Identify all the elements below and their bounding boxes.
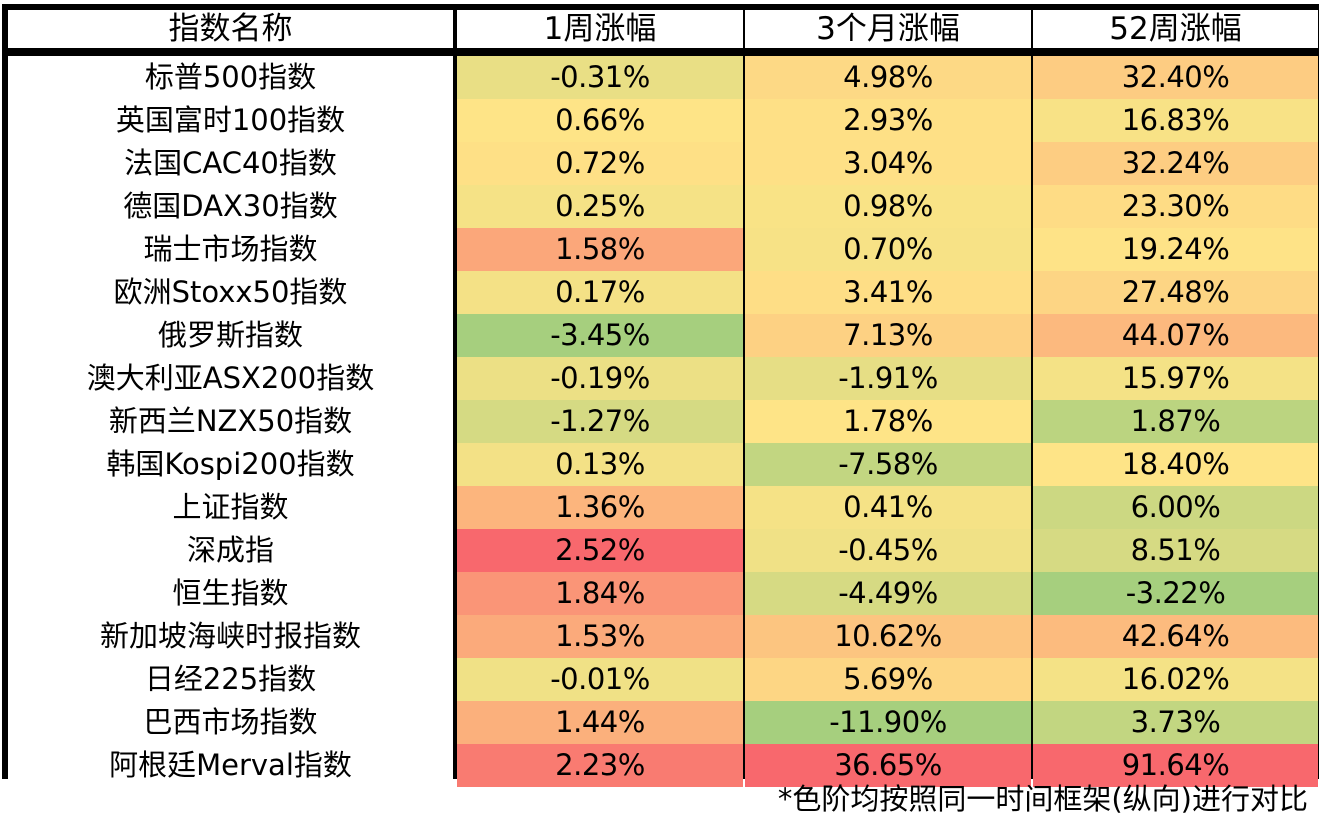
heatmap-cell: 0.25% <box>457 185 743 228</box>
heatmap-cell: 23.30% <box>1033 185 1318 228</box>
heatmap-cell: 6.00% <box>1033 486 1318 529</box>
row-label: 标普500指数 <box>8 56 453 99</box>
row-label: 新加坡海峡时报指数 <box>8 615 453 658</box>
heatmap-cell: 2.23% <box>457 744 743 787</box>
heatmap-cell: -1.27% <box>457 400 743 443</box>
heatmap-cell: 1.84% <box>457 572 743 615</box>
heatmap-cell: 3.41% <box>745 271 1031 314</box>
row-label: 巴西市场指数 <box>8 701 453 744</box>
heatmap-cell: 32.24% <box>1033 142 1318 185</box>
row-label: 韩国Kospi200指数 <box>8 443 453 486</box>
heatmap-cell: 44.07% <box>1033 314 1318 357</box>
heatmap-cell: -3.22% <box>1033 572 1318 615</box>
row-label: 阿根廷Merval指数 <box>8 744 453 787</box>
heatmap-cell: 42.64% <box>1033 615 1318 658</box>
row-label: 英国富时100指数 <box>8 99 453 142</box>
row-label: 恒生指数 <box>8 572 453 615</box>
heatmap-cell: 10.62% <box>745 615 1031 658</box>
footnote: *色阶均按照同一时间框架(纵向)进行对比 <box>777 782 1308 816</box>
heatmap-cell: 1.53% <box>457 615 743 658</box>
heatmap-cell: 19.24% <box>1033 228 1318 271</box>
row-label: 德国DAX30指数 <box>8 185 453 228</box>
heatmap-cell: -0.19% <box>457 357 743 400</box>
row-label: 澳大利亚ASX200指数 <box>8 357 453 400</box>
heatmap-cell: -7.58% <box>745 443 1031 486</box>
row-label: 上证指数 <box>8 486 453 529</box>
heatmap-cell: 0.98% <box>745 185 1031 228</box>
heatmap-cell: 5.69% <box>745 658 1031 701</box>
heatmap-cell: 2.52% <box>457 529 743 572</box>
heatmap-cell: -11.90% <box>745 701 1031 744</box>
heatmap-cell: 91.64% <box>1033 744 1318 787</box>
heatmap-table: 指数名称 1周涨幅 3个月涨幅 52周涨幅标普500指数 -0.31% 4.98% 32.4… <box>2 4 1319 787</box>
heatmap-cell: 0.13% <box>457 443 743 486</box>
heatmap-cell: 2.93% <box>745 99 1031 142</box>
heatmap-cell: 0.66% <box>457 99 743 142</box>
heatmap-cell: 1.58% <box>457 228 743 271</box>
heatmap-cell: -1.91% <box>745 357 1031 400</box>
heatmap-cell: 1.78% <box>745 400 1031 443</box>
column-header: 52周涨幅 <box>1033 10 1318 48</box>
heatmap-cell: -0.45% <box>745 529 1031 572</box>
heatmap-cell: 18.40% <box>1033 443 1318 486</box>
heatmap-cell: 16.83% <box>1033 99 1318 142</box>
heatmap-cell: 3.73% <box>1033 701 1318 744</box>
heatmap-cell: 0.72% <box>457 142 743 185</box>
heatmap-cell: 1.44% <box>457 701 743 744</box>
row-label: 瑞士市场指数 <box>8 228 453 271</box>
heatmap-cell: 1.87% <box>1033 400 1318 443</box>
row-label: 日经225指数 <box>8 658 453 701</box>
heatmap-cell: 16.02% <box>1033 658 1318 701</box>
heatmap-cell: 7.13% <box>745 314 1031 357</box>
row-label: 法国CAC40指数 <box>8 142 453 185</box>
heatmap-cell: -0.31% <box>457 56 743 99</box>
heatmap-cell: 32.40% <box>1033 56 1318 99</box>
row-label: 新西兰NZX50指数 <box>8 400 453 443</box>
row-label: 深成指 <box>8 529 453 572</box>
heatmap-cell: 0.17% <box>457 271 743 314</box>
heatmap-cell: 8.51% <box>1033 529 1318 572</box>
heatmap-cell: 0.41% <box>745 486 1031 529</box>
heatmap-cell: -4.49% <box>745 572 1031 615</box>
heatmap-cell: 1.36% <box>457 486 743 529</box>
column-header: 3个月涨幅 <box>745 10 1031 48</box>
heatmap-cell: 3.04% <box>745 142 1031 185</box>
heatmap-cell: 36.65% <box>745 744 1031 787</box>
heatmap-cell: -0.01% <box>457 658 743 701</box>
column-header: 指数名称 <box>8 10 453 48</box>
row-label: 欧洲Stoxx50指数 <box>8 271 453 314</box>
heatmap-cell: -3.45% <box>457 314 743 357</box>
row-label: 俄罗斯指数 <box>8 314 453 357</box>
heatmap-cell: 0.70% <box>745 228 1031 271</box>
heatmap-cell: 27.48% <box>1033 271 1318 314</box>
heatmap-cell: 15.97% <box>1033 357 1318 400</box>
heatmap-cell: 4.98% <box>745 56 1031 99</box>
column-header: 1周涨幅 <box>457 10 743 48</box>
